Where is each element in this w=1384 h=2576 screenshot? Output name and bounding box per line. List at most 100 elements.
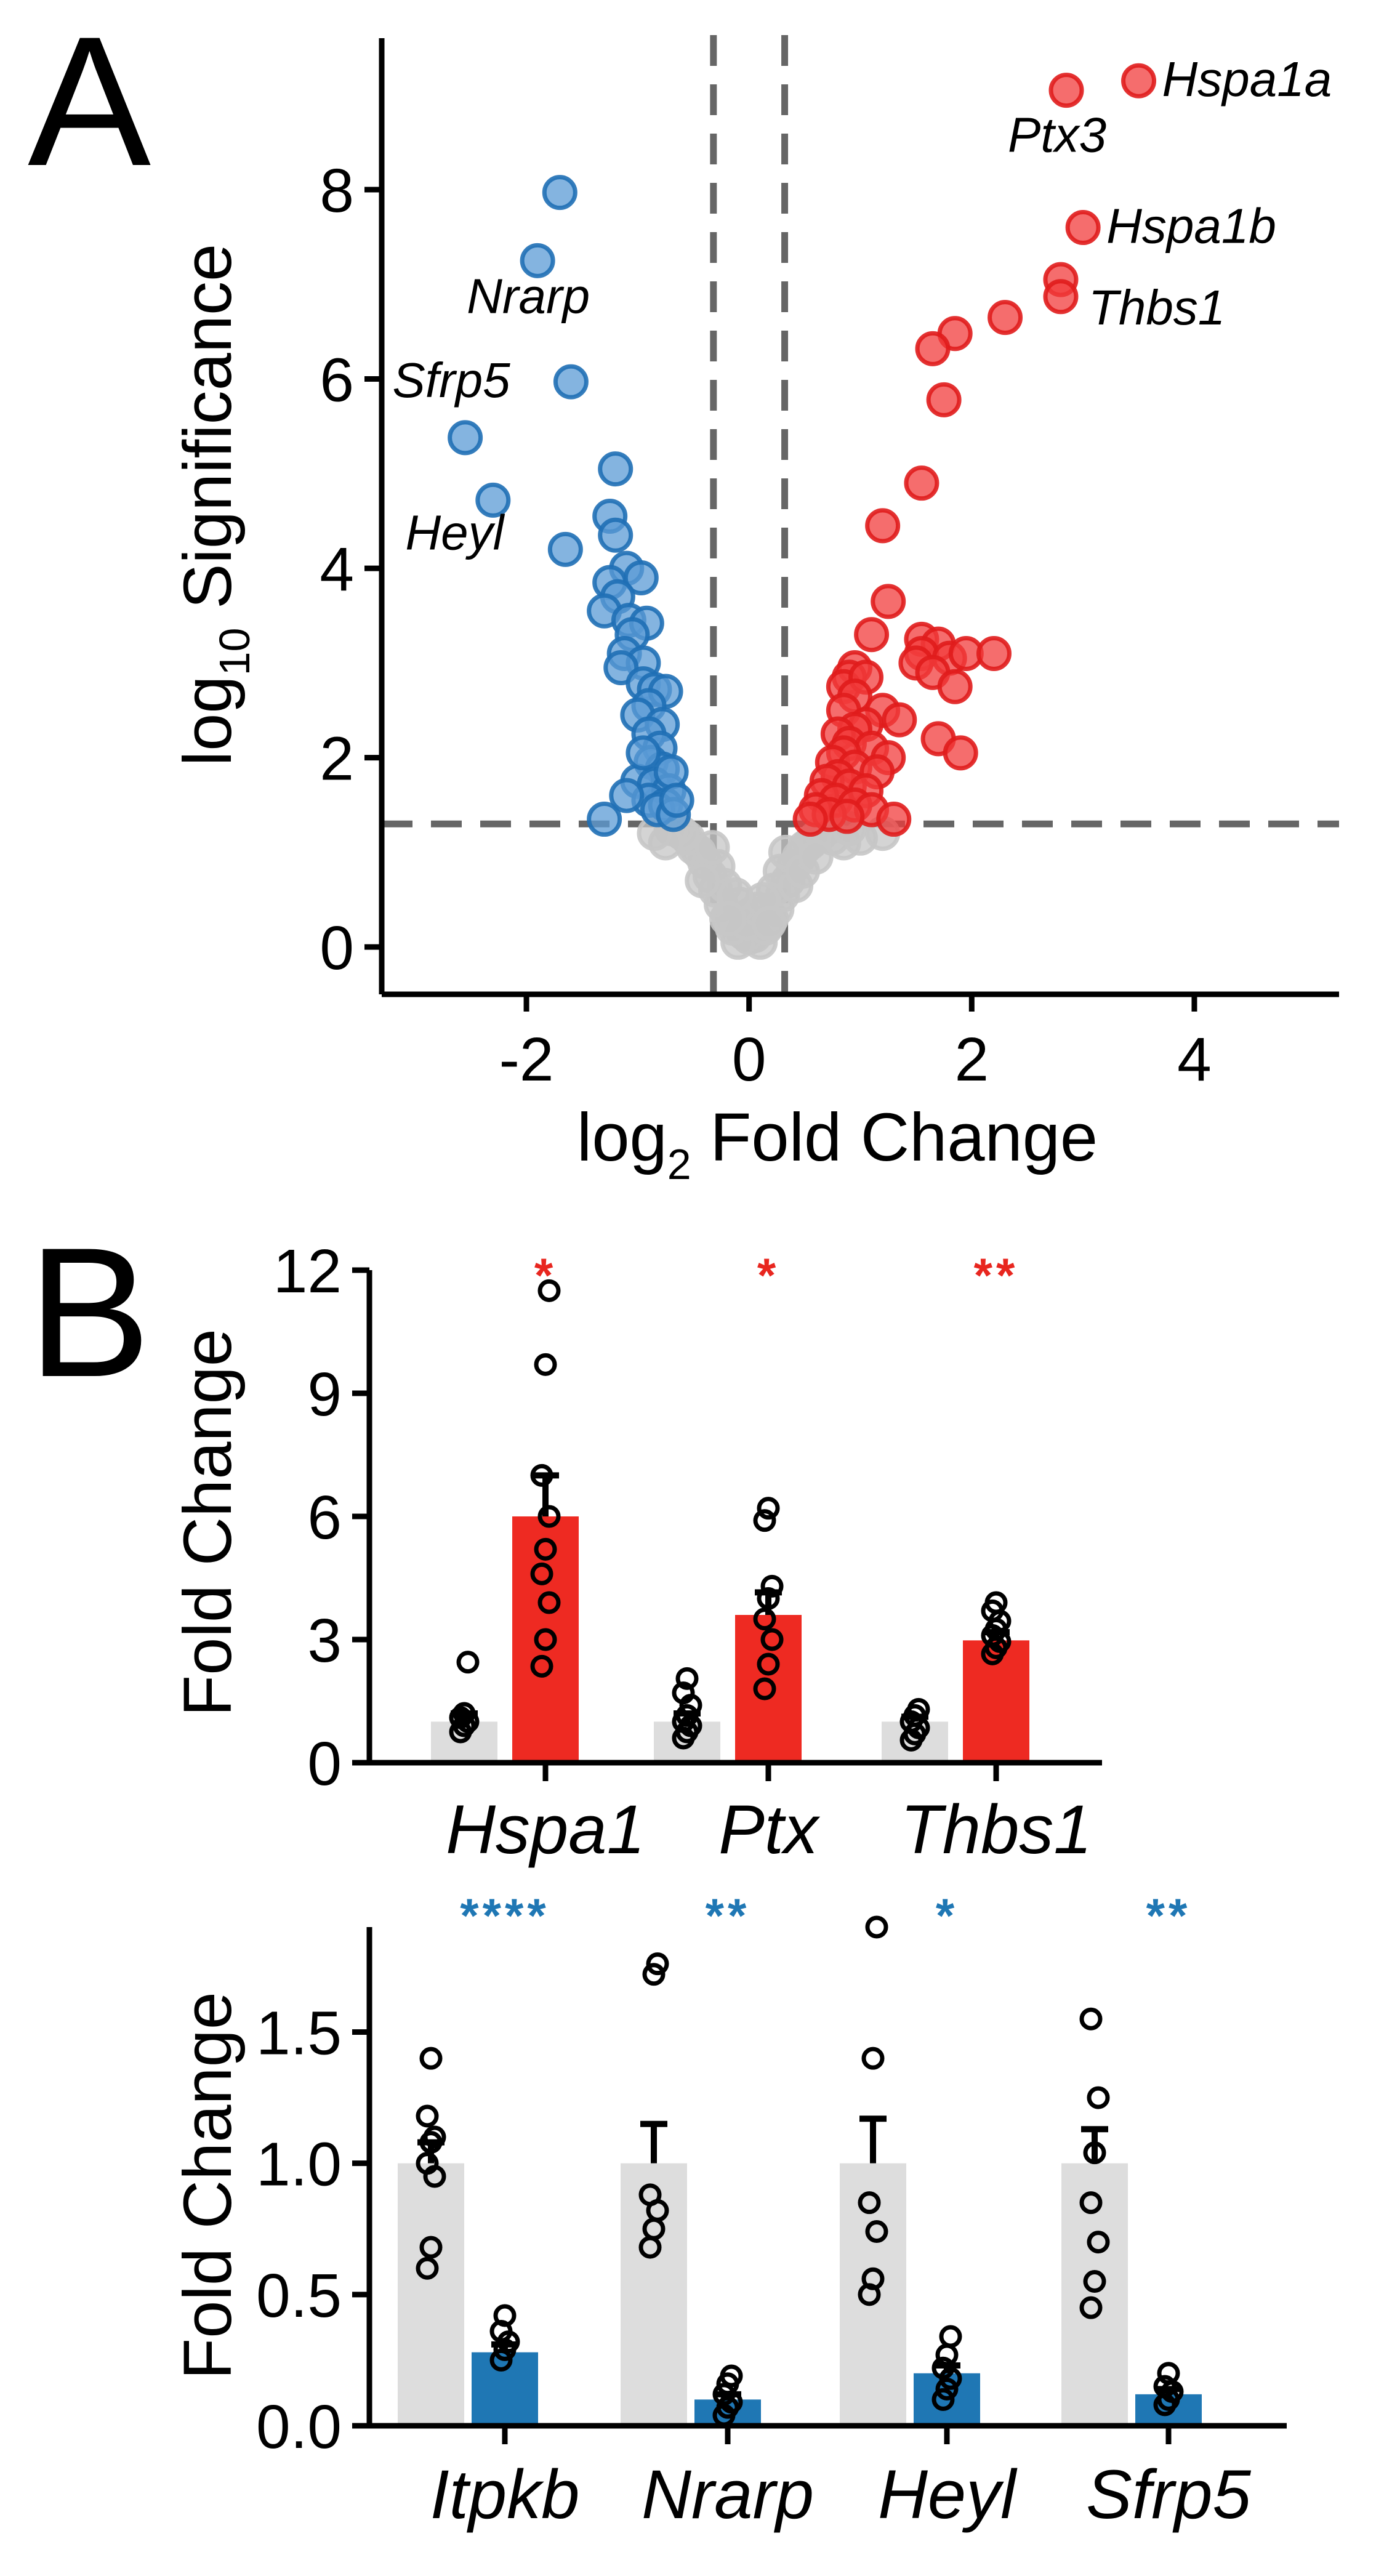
bar-control <box>621 2163 687 2426</box>
volcano-point-up <box>915 331 951 366</box>
data-point <box>638 2183 662 2207</box>
data-point <box>416 2256 439 2280</box>
bar-treated <box>472 2352 538 2426</box>
x-tick-label: 0 <box>732 1025 766 1094</box>
gene-annotation: Thbs1 <box>1088 280 1225 335</box>
panel-a-letter: A <box>28 0 152 204</box>
volcano-point-ns <box>685 863 720 898</box>
volcano-point-down <box>520 243 555 278</box>
volcano-point-down <box>609 778 645 813</box>
volcano-point-down <box>653 754 689 790</box>
bar-chart-downregulated: Itpkb **** Nrarp ** Heyl * Sfrp5 ** 0.0 0.5 1.0 1.5… <box>170 1888 1287 2533</box>
gene-annotation: Hspa1a <box>1162 52 1332 107</box>
volcano-point-ns <box>751 906 787 941</box>
volcano-point-down <box>587 802 622 837</box>
y-tick-label: 8 <box>320 156 354 225</box>
data-point <box>423 2125 446 2149</box>
data-point <box>984 1591 1008 1614</box>
bar-treated <box>512 1516 579 1763</box>
volcano-point-down <box>475 482 511 518</box>
volcano-point-up <box>871 584 906 619</box>
x-tick-label: 2 <box>955 1025 989 1094</box>
data-point <box>1157 2362 1180 2385</box>
y-tick-label: 12 <box>273 1237 342 1306</box>
volcano-plot: 0 2 4 6 8 -2 0 2 4 log2 Fold Change log10 Signific… <box>170 35 1339 1188</box>
data-point <box>449 1706 472 1729</box>
data-point <box>489 2348 513 2372</box>
y-tick-label: 4 <box>320 535 354 604</box>
gene-annotation: Ptx3 <box>1008 108 1106 163</box>
y-tick-label: 0 <box>320 914 354 983</box>
volcano-point-down <box>542 175 577 211</box>
volcano-point-down <box>623 560 659 595</box>
volcano-point-up <box>988 300 1023 336</box>
data-point <box>675 1667 699 1690</box>
category-label: Heyl <box>878 2456 1018 2533</box>
gene-annotation: Nrarp <box>467 268 590 323</box>
volcano-point-down <box>626 735 661 771</box>
data-point <box>1087 2086 1110 2109</box>
volcano-point-up <box>865 508 901 544</box>
bar-control <box>398 2163 464 2426</box>
significance-marker: * <box>757 1248 779 1302</box>
volcano-point-down <box>598 517 634 553</box>
volcano-point-down <box>598 451 634 487</box>
data-point <box>865 2220 888 2244</box>
data-point <box>530 1654 553 1678</box>
data-point <box>753 1677 776 1701</box>
volcano-point-up <box>904 465 939 501</box>
volcano-point-up <box>937 669 973 704</box>
volcano-point-up <box>829 799 865 834</box>
data-point <box>1079 2191 1103 2215</box>
data-point <box>646 1952 669 1976</box>
data-point <box>419 2047 443 2070</box>
y-tick-label: 1.5 <box>256 1999 342 2068</box>
category-label: Thbs1 <box>900 1791 1092 1868</box>
x-tick-label: 4 <box>1177 1025 1212 1094</box>
y-tick-label: 2 <box>320 725 354 794</box>
volcano-point-up <box>1043 279 1079 315</box>
volcano-point-down <box>553 364 589 400</box>
bar-chart-upregulated: Hspa1 * Ptx * Thbs1 ** 0 3 6 9 12 Fold Change <box>170 1237 1102 1868</box>
volcano-point-ns <box>711 901 747 936</box>
bar-control <box>1061 2163 1128 2426</box>
data-point <box>1083 2270 1106 2293</box>
data-point <box>537 1279 561 1302</box>
data-point <box>419 2236 443 2259</box>
data-point <box>530 1562 553 1585</box>
data-point <box>931 2388 955 2411</box>
volcano-point-up <box>1048 73 1084 108</box>
category-label: Sfrp5 <box>1086 2456 1251 2533</box>
significance-marker: ** <box>1146 1888 1191 1942</box>
category-label: Nrarp <box>642 2456 814 2533</box>
y-tick-label: 6 <box>320 346 354 415</box>
data-point <box>493 2304 517 2327</box>
gene-annotation: Sfrp5 <box>392 353 510 408</box>
data-point <box>861 2047 885 2070</box>
data-point <box>757 1652 780 1676</box>
volcano-point-up <box>792 802 828 837</box>
data-point <box>416 2104 439 2128</box>
volcano-point-up <box>943 735 978 771</box>
data-point <box>456 1651 480 1674</box>
significance-marker: * <box>936 1888 958 1942</box>
data-point <box>1087 2231 1110 2254</box>
volcano-point-up <box>854 617 890 653</box>
category-label: Itpkb <box>430 2456 580 2533</box>
volcano-point-up <box>1065 210 1101 246</box>
data-point <box>865 1915 888 1939</box>
y-axis-title: Fold Change <box>170 1329 246 1717</box>
data-point <box>760 1628 784 1651</box>
y-tick-label: 6 <box>307 1483 342 1552</box>
panel-b-letter: B <box>28 1209 151 1415</box>
data-point <box>939 2325 962 2348</box>
x-axis-title: log2 Fold Change <box>577 1100 1098 1188</box>
volcano-point-ns <box>798 839 834 875</box>
volcano-point-up <box>882 702 917 738</box>
significance-marker: ** <box>706 1888 750 1942</box>
data-point <box>534 1353 557 1376</box>
data-point <box>861 2267 885 2290</box>
data-point <box>935 2377 959 2401</box>
data-point <box>753 1608 776 1631</box>
